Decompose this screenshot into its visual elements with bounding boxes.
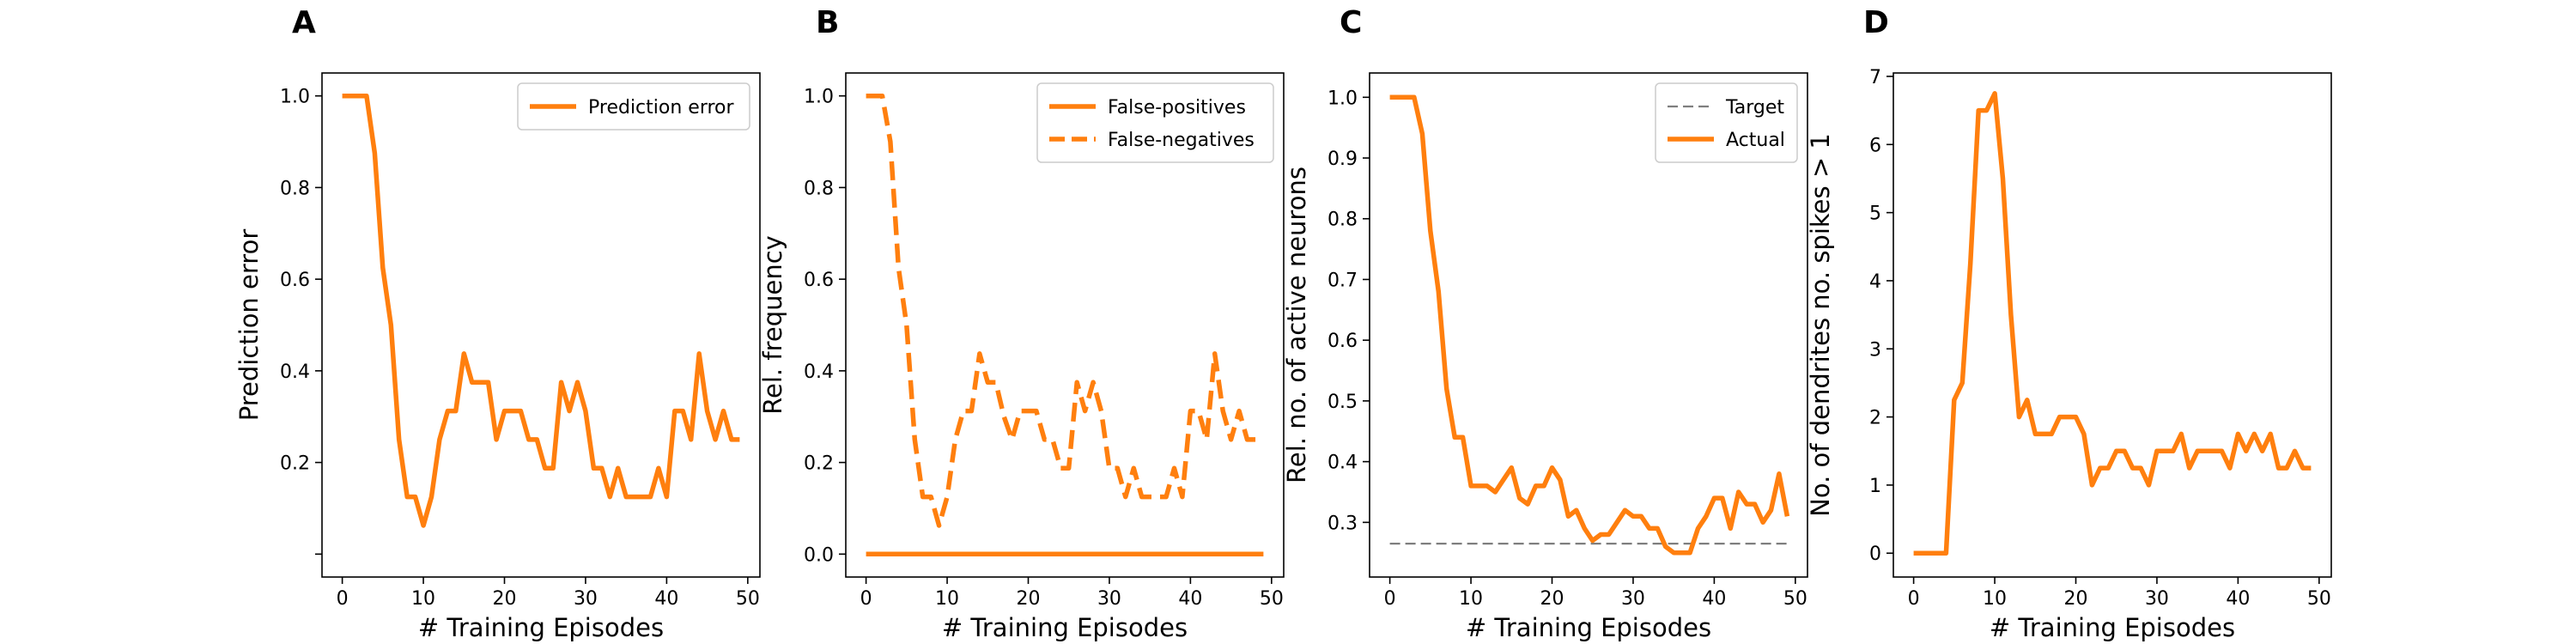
- y-tick-label: 0.5: [1327, 392, 1358, 413]
- x-tick-label: 0: [1384, 588, 1396, 610]
- x-tick-label: 20: [1540, 588, 1564, 610]
- series-line: [866, 93, 1264, 528]
- plot-frame: [1893, 72, 2332, 578]
- y-tick-label: 7: [1869, 67, 1881, 88]
- y-tick-label: 2: [1869, 408, 1881, 429]
- legend-box: [1036, 82, 1274, 163]
- y-tick-label: 1.0: [1327, 88, 1358, 109]
- y-axis-label: Rel. no. of active neurons: [1282, 167, 1311, 483]
- x-tick-label: 40: [2226, 588, 2250, 610]
- y-tick-label: 1.0: [804, 87, 834, 108]
- series-line: [1389, 94, 1790, 556]
- y-tick-label: 0.6: [1327, 331, 1358, 352]
- y-tick-label: 0.3: [1327, 513, 1358, 534]
- x-tick-label: 10: [1459, 588, 1483, 610]
- x-tick-label: 20: [2064, 588, 2088, 610]
- x-tick-label: 10: [935, 588, 959, 610]
- x-tick-label: 30: [2145, 588, 2169, 610]
- x-tick-label: 0: [860, 588, 872, 610]
- y-tick-label: 4: [1869, 271, 1881, 293]
- x-axis-label: # Training Episodes: [1466, 613, 1711, 642]
- y-tick-label: 5: [1869, 204, 1881, 225]
- y-tick-label: 0.7: [1327, 270, 1358, 291]
- y-tick-label: 0.8: [280, 178, 310, 199]
- x-tick-label: 50: [1260, 588, 1284, 610]
- series-line: [342, 93, 740, 528]
- legend: Target Actual: [1655, 82, 1798, 163]
- x-tick-label: 0: [1908, 588, 1920, 610]
- legend: False-positives False-negatives: [1036, 82, 1274, 163]
- panel-letter: B: [816, 5, 839, 40]
- x-tick-label: 30: [574, 588, 598, 610]
- y-tick-label: 1: [1869, 476, 1881, 497]
- y-tick-label: 0.9: [1327, 149, 1358, 170]
- legend-box: [1655, 82, 1798, 163]
- chart-panel-a: A 0 10 20 30 40 50 0.2 0.4 0.6 0.8 1.0 # Training Ep…: [234, 5, 761, 642]
- series-line: [1913, 91, 2312, 556]
- y-tick-label: 0.4: [1327, 453, 1358, 474]
- y-axis-label: Rel. frequency: [758, 235, 787, 415]
- x-tick-label: 20: [493, 588, 517, 610]
- legend: Prediction error: [517, 82, 750, 131]
- legend-label: False-negatives: [1108, 130, 1255, 151]
- panel-letter: C: [1340, 5, 1362, 40]
- y-tick-label: 0.8: [804, 178, 834, 199]
- legend-label: False-positives: [1108, 97, 1246, 118]
- y-tick-label: 0.2: [280, 453, 310, 475]
- y-tick-label: 0.4: [804, 361, 834, 383]
- y-axis-label: Prediction error: [234, 229, 264, 422]
- chart-panel-d: D 0 10 20 30 40 50 0 1 2 3 4 5 6 7 # Training Episodes N…: [1806, 5, 2332, 642]
- x-axis-label: # Training Episodes: [1990, 613, 2235, 642]
- x-tick-label: 20: [1017, 588, 1041, 610]
- plot-frame: [845, 72, 1285, 578]
- y-tick-label: 3: [1869, 339, 1881, 361]
- x-axis-label: # Training Episodes: [418, 613, 664, 642]
- chart-panel-b: B 0 10 20 30 40 50 0.0 0.2 0.4 0.6 0.8 1.0 # Training…: [758, 5, 1285, 642]
- x-tick-label: 10: [411, 588, 435, 610]
- legend-label: Prediction error: [588, 97, 734, 118]
- y-tick-label: 0.4: [280, 361, 310, 383]
- legend-label: Target: [1725, 97, 1784, 118]
- chart-panel-c: C 0 10 20 30 40 50 0.3 0.4 0.5 0.6 0.7 0.8 0.9 1.0 # Tr…: [1282, 5, 1808, 642]
- panel-letter: D: [1863, 5, 1889, 40]
- plot-frame: [321, 72, 761, 578]
- y-tick-label: 0.0: [804, 544, 834, 566]
- x-tick-label: 50: [1783, 588, 1807, 610]
- x-axis-label: # Training Episodes: [942, 613, 1188, 642]
- y-axis-label: No. of dendrites no. spikes > 1: [1806, 133, 1835, 517]
- y-tick-label: 0.6: [804, 270, 834, 291]
- legend-box: [517, 82, 750, 131]
- y-tick-label: 0.2: [804, 453, 834, 475]
- legend-label: Actual: [1726, 130, 1785, 151]
- x-tick-label: 50: [2307, 588, 2331, 610]
- x-tick-label: 30: [1621, 588, 1645, 610]
- plot-frame: [1369, 72, 1808, 578]
- x-tick-label: 40: [1178, 588, 1202, 610]
- y-tick-label: 6: [1869, 135, 1881, 156]
- y-tick-label: 0: [1869, 544, 1881, 565]
- x-tick-label: 10: [1983, 588, 2007, 610]
- x-tick-label: 50: [736, 588, 760, 610]
- x-tick-label: 40: [1702, 588, 1726, 610]
- x-tick-label: 30: [1097, 588, 1121, 610]
- y-tick-label: 1.0: [280, 87, 310, 108]
- x-tick-label: 40: [654, 588, 678, 610]
- y-tick-label: 0.6: [280, 270, 310, 291]
- x-tick-label: 0: [337, 588, 349, 610]
- y-tick-label: 0.8: [1327, 210, 1358, 231]
- panel-letter: A: [292, 5, 316, 40]
